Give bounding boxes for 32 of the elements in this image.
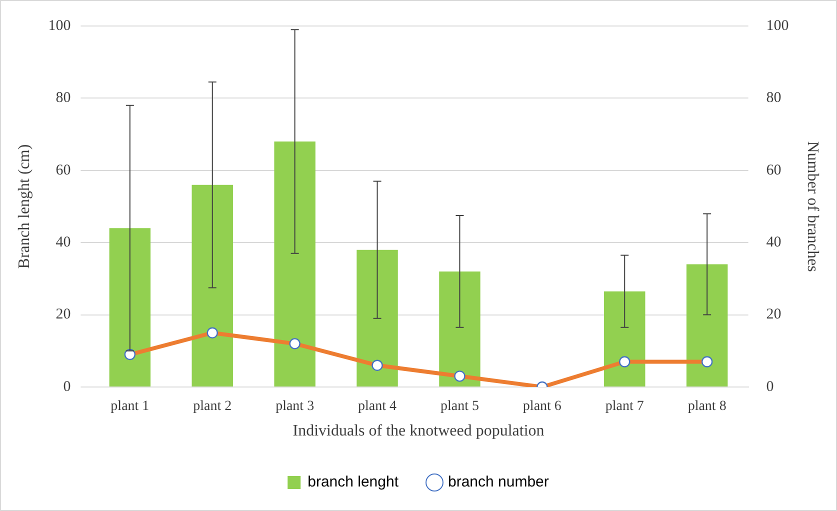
- x-tick-label: plant 5: [440, 399, 479, 414]
- y-tick-label: 0: [63, 378, 71, 395]
- bar: [686, 264, 728, 386]
- x-tick-label: plant 7: [605, 399, 644, 414]
- bar: [356, 250, 398, 386]
- y2-tick-label: 20: [766, 306, 782, 323]
- y2-axis-title: Number of branches: [804, 141, 822, 272]
- y-tick-label: 20: [56, 306, 71, 323]
- legend-label: branch lenght: [308, 474, 400, 491]
- x-tick-label: plant 1: [110, 399, 150, 414]
- x-tick-label: plant 2: [193, 399, 232, 414]
- bar: [192, 184, 233, 386]
- y2-tick-label: 100: [766, 18, 789, 34]
- y-tick-label: 80: [56, 90, 71, 106]
- x-axis-title: Individuals of the knotweed population: [292, 422, 544, 440]
- x-tick-label: plant 4: [358, 399, 397, 414]
- y2-tick-label: 0: [766, 378, 774, 395]
- x-tick-label: plant 6: [522, 399, 562, 414]
- y-tick-label: 40: [56, 234, 71, 251]
- bar: [274, 142, 316, 386]
- bar: [439, 271, 480, 386]
- x-tick-label: plant 8: [688, 399, 726, 414]
- y-tick-label: 100: [48, 18, 71, 34]
- y2-tick-label: 40: [766, 234, 782, 251]
- y-axis-title: Branch lenght (cm): [16, 144, 33, 269]
- y2-tick-label: 80: [766, 90, 782, 106]
- legend-label: branch number: [448, 474, 549, 491]
- y2-tick-label: 60: [766, 162, 782, 178]
- bar: [604, 291, 646, 386]
- bar: [109, 228, 151, 386]
- x-tick-label: plant 3: [276, 399, 314, 414]
- y-tick-label: 60: [56, 162, 71, 178]
